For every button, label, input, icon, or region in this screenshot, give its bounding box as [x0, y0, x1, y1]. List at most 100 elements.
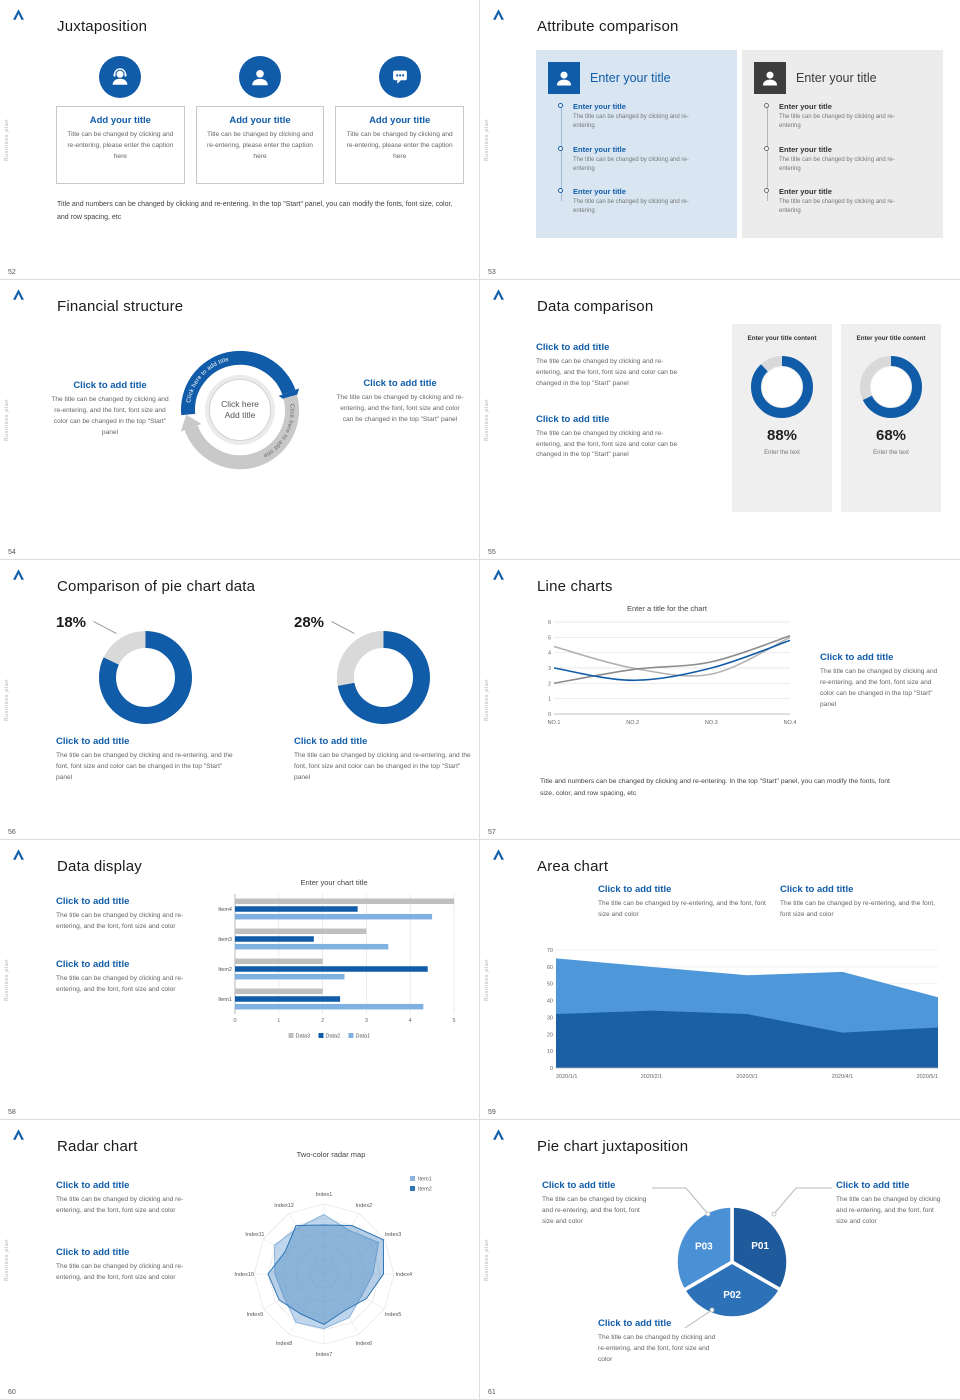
panel-header: Enter your title [548, 62, 725, 94]
svg-text:30: 30 [547, 1015, 553, 1021]
side-text: Business plan [484, 1238, 490, 1281]
area-chart-area: 0 10 20 30 40 50 60 70 2020/1/1 2020/2/1 2020/3/1 2… [538, 944, 942, 1085]
side-text: Business plan [4, 118, 10, 161]
panel-right: Enter your title Enter your title The tit… [742, 50, 943, 238]
block-caption: The title can be changed by clicking and… [536, 429, 678, 459]
donut-chart [860, 356, 922, 418]
slide-title: Area chart [537, 858, 609, 875]
block-title: Click to add title [56, 958, 130, 970]
slide-54[interactable]: Business plan 54 Financial structure Cli… [0, 280, 480, 560]
svg-text:1: 1 [277, 1018, 280, 1024]
block-caption: The title can be changed by re-entering,… [780, 900, 936, 918]
svg-text:2: 2 [548, 681, 551, 687]
text-block: Click to add title The title can be chan… [598, 884, 766, 921]
brand-logo-icon [13, 289, 24, 300]
slide-title: Data comparison [537, 298, 654, 315]
svg-text:Item1: Item1 [418, 1177, 432, 1183]
block-title: Click to add title [536, 342, 610, 353]
text-block: Click to add title The title can be chan… [56, 896, 194, 933]
slide-title: Line charts [537, 578, 613, 595]
item-title: Add your title [229, 115, 291, 126]
block-title: Click to add title [598, 1318, 672, 1329]
slide-title: Attribute comparison [537, 18, 679, 35]
svg-text:Item3: Item3 [218, 937, 232, 943]
brand-logo-icon [13, 9, 24, 20]
blue-arrow-arc [181, 350, 296, 416]
text-block: Click to add title The title can be chan… [836, 1180, 946, 1228]
slide-number: 61 [488, 1389, 496, 1396]
svg-text:2020/5/1: 2020/5/1 [917, 1074, 938, 1080]
svg-text:Index10: Index10 [234, 1272, 254, 1278]
text-column: Click to add title The title can be chan… [536, 342, 688, 485]
slide-number: 54 [8, 549, 16, 556]
svg-text:5: 5 [452, 1018, 455, 1024]
block-title: Click to add title [820, 652, 894, 663]
timeline-caption: The title can be changed by clicking and… [779, 199, 895, 215]
timeline-dot-icon [558, 103, 563, 108]
svg-text:0: 0 [233, 1018, 236, 1024]
feature-item: Add your title Title can be changed by c… [56, 56, 185, 184]
slide-55[interactable]: Business plan 55 Data comparison Click t… [480, 280, 960, 560]
block-caption: The title can be changed by clicking and… [56, 974, 184, 993]
brand-logo-icon [493, 569, 504, 580]
brand-logo-icon [493, 849, 504, 860]
svg-text:2020/2/1: 2020/2/1 [641, 1074, 662, 1080]
svg-text:60: 60 [547, 965, 553, 971]
slide-number: 52 [8, 269, 16, 276]
timeline-dot-icon [764, 103, 769, 108]
radar-chart: Index1 Index2 Index3 Index4 Index5 Index6 Inde… [234, 1176, 432, 1358]
slide-52[interactable]: Business plan 52 Juxtaposition Add your … [0, 0, 480, 280]
text-block: Click to add title The title can be chan… [56, 1180, 188, 1217]
svg-text:Index9: Index9 [247, 1312, 264, 1318]
chart-title: Enter a title for the chart [626, 604, 708, 613]
timeline-item: Enter your title The title can be changed… [558, 145, 725, 175]
feature-item: Add your title Title can be changed by c… [195, 56, 325, 184]
block-title: Click to add title [73, 380, 147, 391]
side-text: Business plan [4, 1238, 10, 1281]
text-block-left: Click to add title The title can be chan… [50, 380, 170, 439]
line-chart: 0 1 2 3 4 5 6 NO.1 NO.2 NO.3 NO.4 [548, 620, 797, 726]
slide-59[interactable]: Business plan 59 Area chart Click to add… [480, 840, 960, 1120]
item-title: Add your title [369, 115, 431, 126]
timeline-item: Enter your title The title can be changed… [558, 102, 725, 132]
brand-logo-icon [13, 569, 24, 580]
svg-text:20: 20 [547, 1032, 553, 1038]
slide-58[interactable]: Business plan 58 Data display Click to a… [0, 840, 480, 1120]
svg-text:4: 4 [548, 651, 551, 657]
timeline-dot-icon [558, 145, 563, 151]
svg-text:Index8: Index8 [276, 1341, 293, 1347]
svg-text:10: 10 [547, 1049, 553, 1055]
slide-number: 53 [488, 269, 496, 276]
block-caption: The title can be changed by clicking and… [56, 912, 184, 930]
timeline-item: Enter your title The title can be changed… [764, 145, 931, 175]
block-title: Click to add title [536, 413, 610, 425]
slide-title: Comparison of pie chart data [57, 578, 256, 595]
timeline-caption: The title can be changed by clicking and… [779, 156, 895, 172]
gray-arrow-arc [184, 394, 300, 470]
slide-53[interactable]: Business plan 53 Attribute comparison En… [480, 0, 960, 280]
brand-logo-icon [13, 849, 24, 860]
footer-note: Title and numbers can be changed by clic… [540, 778, 890, 798]
brand-logo-icon [493, 9, 504, 20]
caption-box: Add your title Title can be changed by c… [335, 106, 465, 184]
svg-text:Index3: Index3 [385, 1232, 402, 1238]
slide-title: Juxtaposition [57, 18, 148, 35]
donut-card: Enter your title content 68% Enter the t… [841, 324, 941, 512]
block-caption: The title can be changed by clicking and… [56, 752, 233, 781]
feature-row: Add your title Title can be changed by c… [56, 56, 465, 184]
slide-60[interactable]: Business plan 60 Radar chart Click to ad… [0, 1120, 480, 1400]
block-caption: The title can be changed by clicking and… [336, 394, 464, 423]
block-caption: The title can be changed by clicking and… [56, 1262, 184, 1281]
slide-57[interactable]: Business plan 57 Line charts Enter a tit… [480, 560, 960, 840]
text-block: Click to add title The title can be chan… [820, 652, 946, 711]
gray-arrowhead-icon [180, 414, 202, 432]
brand-logo-icon [493, 1129, 504, 1140]
slide-56[interactable]: Business plan 56 Comparison of pie chart… [0, 560, 480, 840]
timeline-title: Enter your title [573, 187, 626, 197]
timeline-item: Enter your title The title can be changed… [764, 187, 931, 217]
block-title: Click to add title [56, 1180, 130, 1191]
slide-61[interactable]: Business plan 61 Pie chart juxtaposition… [480, 1120, 960, 1400]
center-label-1: Click here [221, 399, 259, 409]
timeline-title: Enter your title [779, 102, 832, 111]
block-caption: The title can be changed by clicking and… [51, 396, 169, 436]
